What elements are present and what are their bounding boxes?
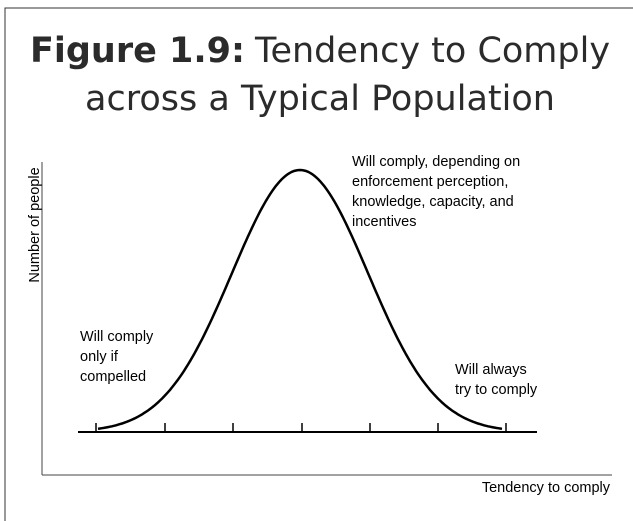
- annotation-line: Will comply: [80, 329, 154, 345]
- title-line2: across a Typical Population: [85, 79, 555, 119]
- annotation-line: Will comply, depending on: [352, 154, 520, 170]
- y-axis-label: Number of people: [27, 167, 43, 282]
- annotation-line: knowledge, capacity, and: [352, 194, 514, 210]
- title-line1: Figure 1.9: Tendency to Comply: [30, 31, 610, 71]
- annotation-line: only if: [80, 349, 119, 365]
- ticks: [95, 423, 507, 432]
- figure-label: Figure 1.9:: [30, 31, 245, 71]
- frame: [4, 7, 633, 521]
- annotation-line: try to comply: [455, 382, 538, 398]
- bell-curve: [97, 168, 503, 431]
- annotation-line: compelled: [80, 369, 146, 385]
- annotations: Will comply, depending on enforcement per…: [80, 154, 538, 398]
- annotation-line: enforcement perception,: [352, 174, 508, 190]
- annotation-line: Will always: [455, 362, 527, 378]
- annotation-line: incentives: [352, 214, 416, 230]
- x-axis-label: Tendency to comply: [482, 480, 611, 496]
- title-text: Tendency to Comply: [254, 31, 610, 71]
